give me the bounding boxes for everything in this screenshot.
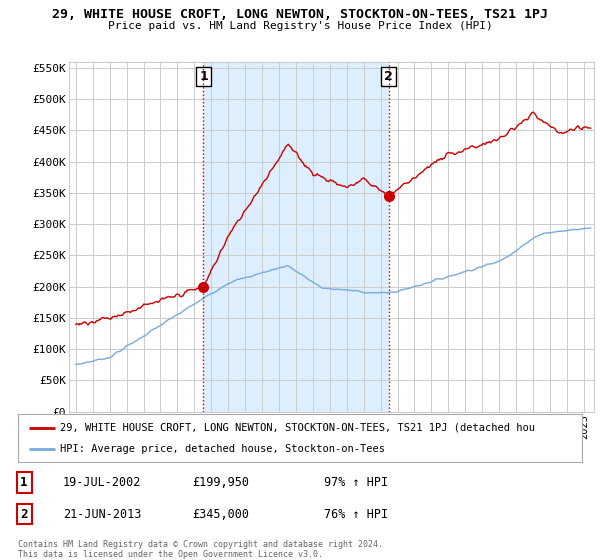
Text: 2: 2: [20, 507, 28, 521]
Text: 76% ↑ HPI: 76% ↑ HPI: [324, 507, 388, 521]
Text: 29, WHITE HOUSE CROFT, LONG NEWTON, STOCKTON-ON-TEES, TS21 1PJ: 29, WHITE HOUSE CROFT, LONG NEWTON, STOC…: [52, 8, 548, 21]
Text: HPI: Average price, detached house, Stockton-on-Tees: HPI: Average price, detached house, Stoc…: [60, 444, 385, 454]
Text: 1: 1: [20, 476, 28, 489]
Text: 29, WHITE HOUSE CROFT, LONG NEWTON, STOCKTON-ON-TEES, TS21 1PJ (detached hou: 29, WHITE HOUSE CROFT, LONG NEWTON, STOC…: [60, 423, 535, 433]
Text: £199,950: £199,950: [192, 476, 249, 489]
Text: 19-JUL-2002: 19-JUL-2002: [63, 476, 142, 489]
Text: £345,000: £345,000: [192, 507, 249, 521]
Text: 2: 2: [384, 71, 393, 83]
Text: 21-JUN-2013: 21-JUN-2013: [63, 507, 142, 521]
Text: Price paid vs. HM Land Registry's House Price Index (HPI): Price paid vs. HM Land Registry's House …: [107, 21, 493, 31]
Text: 1: 1: [199, 71, 208, 83]
Bar: [203, 62, 389, 412]
Text: Contains HM Land Registry data © Crown copyright and database right 2024.
This d: Contains HM Land Registry data © Crown c…: [18, 540, 383, 559]
Text: 97% ↑ HPI: 97% ↑ HPI: [324, 476, 388, 489]
